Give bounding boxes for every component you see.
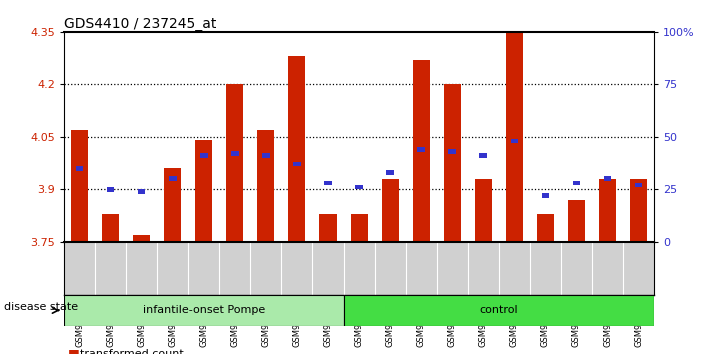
Bar bbox=[226, 84, 243, 242]
Bar bbox=[138, 189, 146, 194]
Bar bbox=[475, 179, 492, 242]
Bar bbox=[604, 177, 611, 181]
Bar bbox=[382, 179, 399, 242]
Bar bbox=[356, 185, 363, 189]
Text: infantile-onset Pompe: infantile-onset Pompe bbox=[143, 306, 265, 315]
Bar bbox=[572, 181, 580, 185]
Bar bbox=[444, 84, 461, 242]
Bar bbox=[200, 153, 208, 158]
Bar bbox=[107, 187, 114, 192]
Text: control: control bbox=[479, 306, 518, 315]
Bar bbox=[231, 151, 239, 156]
Bar bbox=[196, 140, 213, 242]
Bar bbox=[164, 168, 181, 242]
Bar bbox=[257, 130, 274, 242]
Bar bbox=[537, 214, 554, 242]
Text: ■: ■ bbox=[68, 348, 80, 354]
Bar bbox=[630, 179, 647, 242]
Bar bbox=[449, 149, 456, 154]
Bar bbox=[71, 130, 88, 242]
Bar bbox=[479, 153, 487, 158]
Bar bbox=[293, 162, 301, 166]
Bar bbox=[386, 170, 394, 175]
Bar bbox=[506, 32, 523, 242]
Bar bbox=[133, 235, 150, 242]
Bar bbox=[169, 177, 176, 181]
Bar bbox=[289, 56, 306, 242]
Bar bbox=[542, 193, 550, 198]
Bar bbox=[102, 214, 119, 242]
Text: transformed count: transformed count bbox=[80, 349, 183, 354]
FancyBboxPatch shape bbox=[343, 295, 654, 326]
Bar bbox=[568, 200, 585, 242]
Bar bbox=[599, 179, 616, 242]
Bar bbox=[262, 153, 269, 158]
Bar bbox=[319, 214, 336, 242]
Bar bbox=[417, 147, 425, 152]
Bar bbox=[510, 139, 518, 143]
Bar bbox=[412, 60, 429, 242]
Bar bbox=[75, 166, 83, 171]
Bar bbox=[324, 181, 332, 185]
FancyBboxPatch shape bbox=[64, 295, 343, 326]
Bar bbox=[351, 214, 368, 242]
Text: GDS4410 / 237245_at: GDS4410 / 237245_at bbox=[64, 17, 216, 31]
Text: disease state: disease state bbox=[4, 302, 77, 312]
Bar bbox=[635, 183, 643, 187]
